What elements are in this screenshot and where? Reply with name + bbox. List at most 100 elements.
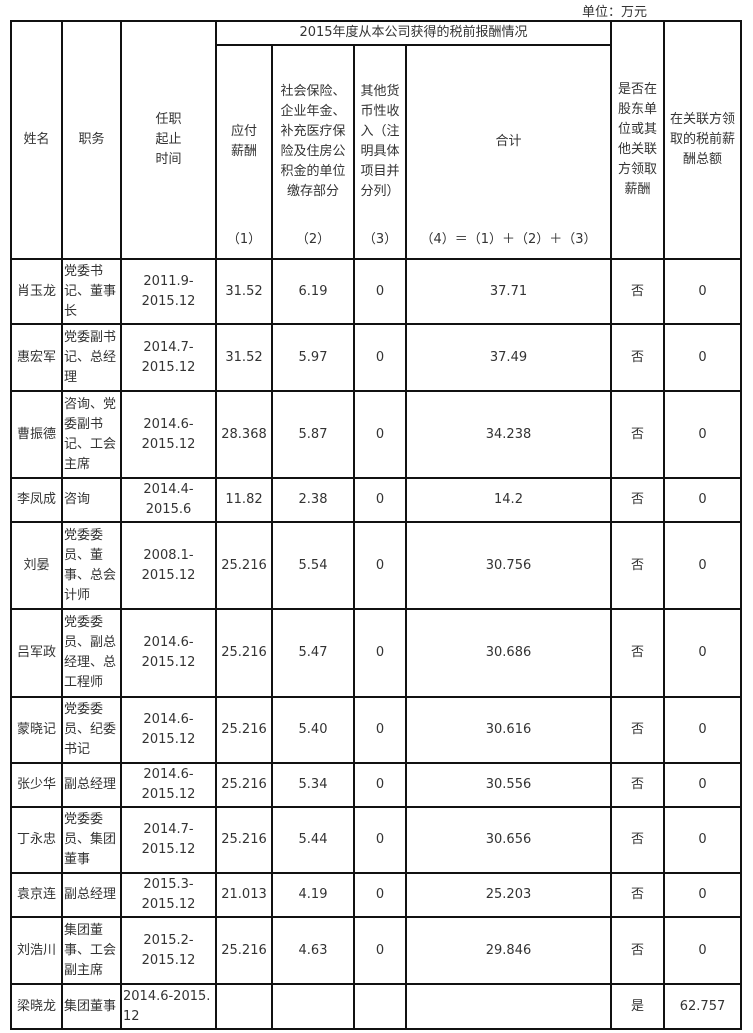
cell-salary: 25.216: [215, 696, 273, 764]
cell-shareholder: 否: [610, 258, 665, 325]
cell-shareholder: 否: [610, 608, 665, 698]
table-row: 刘晏 党委委员、董事、总会计师 2008.1-2015.12 25.216 5.54 0 3…: [10, 521, 742, 610]
cell-shareholder: 否: [610, 872, 665, 918]
cell-position: 副总经理: [61, 872, 122, 918]
cell-term: 2014.6-2015.12: [120, 983, 217, 1030]
cell-salary: 28.368: [215, 390, 273, 479]
cell-total: 30.556: [405, 762, 612, 808]
cell-insurance: 6.19: [271, 258, 355, 325]
cell-position: 党委委员、董事、总会计师: [61, 521, 122, 610]
unit-label: 单位：万元: [582, 5, 648, 20]
cell-total: 29.846: [405, 916, 612, 985]
cell-insurance: 2.38: [271, 477, 355, 523]
cell-salary: 31.52: [215, 258, 273, 325]
cell-related: 0: [663, 872, 742, 918]
cell-other: 0: [353, 872, 407, 918]
cell-insurance: 5.40: [271, 696, 355, 764]
cell-related: 62.757: [663, 983, 742, 1030]
cell-related: 0: [663, 390, 742, 479]
cell-term: 2014.7-2015.12: [120, 806, 217, 874]
cell-related: 0: [663, 258, 742, 325]
cell-position: 党委委员、副总经理、总工程师: [61, 608, 122, 698]
header-term: 任职 起止 时间: [120, 20, 217, 260]
cell-term: 2008.1-2015.12: [120, 521, 217, 610]
cell-insurance: 5.54: [271, 521, 355, 610]
cell-related: 0: [663, 608, 742, 698]
cell-term: 2015.2-2015.12: [120, 916, 217, 985]
cell-name: 张少华: [10, 762, 63, 808]
header-other: 其他货币性收入（注明具体项目并分列） （3）: [353, 44, 407, 260]
table-row: 惠宏军 党委副书记、总经理 2014.7-2015.12 31.52 5.97 0 37.4…: [10, 323, 742, 392]
table-row: 吕军政 党委委员、副总经理、总工程师 2014.6-2015.12 25.216 5.4…: [10, 608, 742, 698]
cell-term: 2014.6-2015.12: [120, 762, 217, 808]
cell-term: 2014.7-2015.12: [120, 323, 217, 392]
cell-total: 37.71: [405, 258, 612, 325]
header-salary: 应付 薪酬 （1）: [215, 44, 273, 260]
table-row: 曹振德 咨询、党委副书记、工会主席 2014.6-2015.12 28.368 5.87…: [10, 390, 742, 479]
cell-term: 2014.4-2015.6: [120, 477, 217, 523]
cell-term: 2011.9-2015.12: [120, 258, 217, 325]
header-insurance-no: （2）: [295, 231, 331, 247]
cell-term: 2014.6-2015.12: [120, 608, 217, 698]
cell-salary: 11.82: [215, 477, 273, 523]
cell-shareholder: 否: [610, 323, 665, 392]
cell-term: 2014.6-2015.12: [120, 696, 217, 764]
cell-salary: 25.216: [215, 806, 273, 874]
cell-shareholder: 否: [610, 390, 665, 479]
cell-total: 37.49: [405, 323, 612, 392]
cell-name: 袁京连: [10, 872, 63, 918]
cell-salary: 25.216: [215, 608, 273, 698]
cell-position: 副总经理: [61, 762, 122, 808]
cell-name: 李凤成: [10, 477, 63, 523]
cell-salary: [215, 983, 273, 1030]
cell-related: 0: [663, 323, 742, 392]
cell-other: 0: [353, 390, 407, 479]
cell-term: 2014.6-2015.12: [120, 390, 217, 479]
cell-other: 0: [353, 258, 407, 325]
cell-total: 34.238: [405, 390, 612, 479]
header-position: 职务: [61, 20, 122, 260]
cell-position: 党委书记、董事长: [61, 258, 122, 325]
header-other-no: （3）: [362, 231, 398, 247]
cell-name: 曹振德: [10, 390, 63, 479]
header-name: 姓名: [10, 20, 63, 260]
cell-other: 0: [353, 916, 407, 985]
cell-salary: 25.216: [215, 521, 273, 610]
table-row: 丁永忠 党委委员、集团董事 2014.7-2015.12 25.216 5.44 0 30.…: [10, 806, 742, 874]
cell-name: 蒙晓记: [10, 696, 63, 764]
header-related-total: 在关联方领取的税前薪酬总额: [663, 20, 742, 260]
cell-term: 2015.3-2015.12: [120, 872, 217, 918]
cell-other: 0: [353, 323, 407, 392]
cell-position: 咨询: [61, 477, 122, 523]
cell-salary: 31.52: [215, 323, 273, 392]
cell-total: [405, 983, 612, 1030]
cell-name: 刘晏: [10, 521, 63, 610]
header-salary-no: （1）: [226, 231, 262, 247]
cell-other: [353, 983, 407, 1030]
cell-other: 0: [353, 477, 407, 523]
header-total: 合计 （4）＝（1）＋（2）＋（3）: [405, 44, 612, 260]
header-shareholder: 是否在股东单位或其他关联方领取薪酬: [610, 20, 665, 260]
cell-name: 吕军政: [10, 608, 63, 698]
cell-related: 0: [663, 806, 742, 874]
cell-position: 党委委员、纪委书记: [61, 696, 122, 764]
cell-position: 党委委员、集团董事: [61, 806, 122, 874]
cell-insurance: 5.47: [271, 608, 355, 698]
cell-other: 0: [353, 696, 407, 764]
cell-name: 肖玉龙: [10, 258, 63, 325]
cell-insurance: 5.44: [271, 806, 355, 874]
cell-shareholder: 是: [610, 983, 665, 1030]
cell-total: 14.2: [405, 477, 612, 523]
cell-shareholder: 否: [610, 521, 665, 610]
cell-insurance: 4.63: [271, 916, 355, 985]
cell-other: 0: [353, 806, 407, 874]
cell-total: 30.686: [405, 608, 612, 698]
cell-insurance: 5.34: [271, 762, 355, 808]
cell-salary: 25.216: [215, 762, 273, 808]
cell-insurance: [271, 983, 355, 1030]
cell-total: 30.656: [405, 806, 612, 874]
cell-name: 刘浩川: [10, 916, 63, 985]
cell-other: 0: [353, 762, 407, 808]
table-row: 肖玉龙 党委书记、董事长 2011.9-2015.12 31.52 6.19 0 37.71…: [10, 258, 742, 325]
cell-related: 0: [663, 521, 742, 610]
